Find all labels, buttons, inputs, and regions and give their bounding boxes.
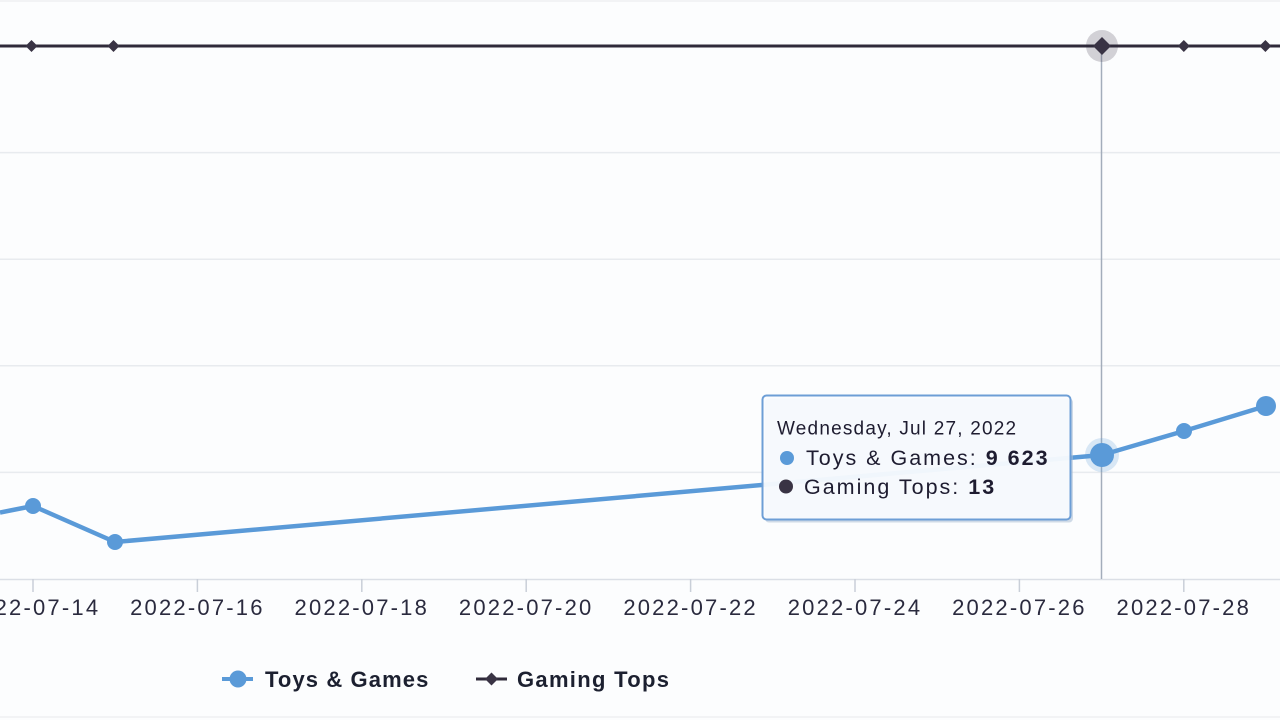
svg-text:Toys & Games: 9 623: Toys & Games: 9 623 (806, 446, 1050, 470)
svg-text:Toys & Games: Toys & Games (265, 667, 429, 692)
svg-text:2022-07-18: 2022-07-18 (295, 595, 430, 620)
svg-text:Gaming Tops: Gaming Tops (517, 667, 670, 692)
svg-text:2022-07-28: 2022-07-28 (1117, 595, 1252, 620)
svg-text:2022-07-14: 2022-07-14 (0, 595, 100, 620)
svg-text:2022-07-26: 2022-07-26 (952, 595, 1087, 620)
svg-text:Wednesday, Jul 27, 2022: Wednesday, Jul 27, 2022 (777, 419, 1017, 440)
svg-text:2022-07-22: 2022-07-22 (623, 595, 758, 620)
svg-text:2022-07-20: 2022-07-20 (459, 595, 594, 620)
svg-text:2022-07-24: 2022-07-24 (788, 595, 923, 620)
svg-text:Gaming Tops: 13: Gaming Tops: 13 (804, 475, 996, 499)
svg-text:2022-07-16: 2022-07-16 (130, 595, 265, 620)
